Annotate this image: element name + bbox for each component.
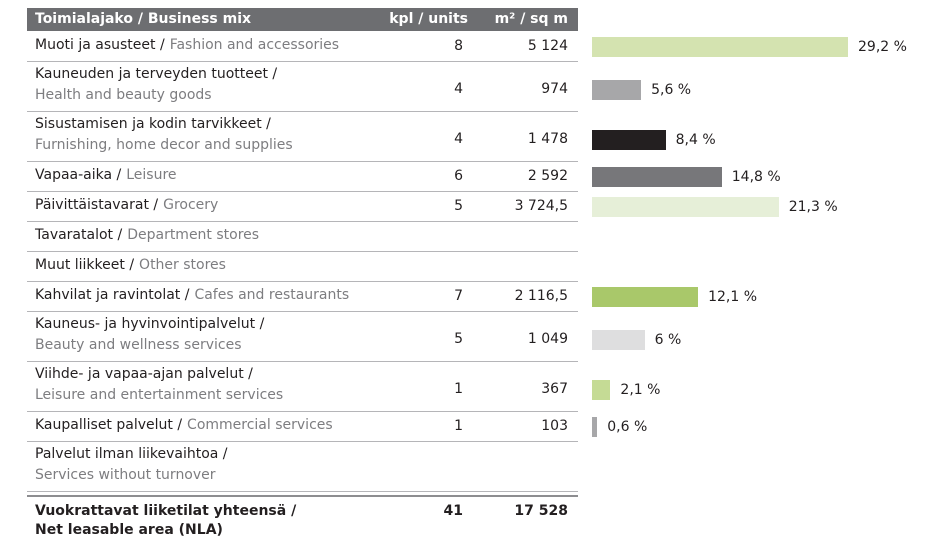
row-separator: [27, 411, 578, 412]
row-separator: [27, 361, 578, 362]
share-bar: [592, 167, 722, 187]
row-label-fi: Sisustamisen ja kodin tarvikkeet /: [35, 116, 271, 132]
area: 103: [541, 418, 568, 434]
area: 1 478: [527, 131, 568, 147]
row-separator: [27, 111, 578, 112]
row-label-en: Furnishing, home decor and supplies: [35, 137, 293, 153]
units: 4: [454, 81, 463, 97]
share-label: 29,2 %: [858, 39, 907, 55]
share-bar: [592, 197, 779, 217]
area: 2 116,5: [514, 288, 568, 304]
units: 4: [454, 131, 463, 147]
share-label: 0,6 %: [607, 419, 648, 435]
units: 5: [454, 331, 463, 347]
row-separator: [27, 251, 578, 252]
row-separator: [27, 311, 578, 312]
header-label: Toimialajako / Business mix: [35, 11, 252, 27]
row-separator: [27, 221, 578, 222]
share-label: 8,4 %: [675, 132, 716, 148]
row-separator: [27, 491, 578, 492]
header-units: kpl / units: [389, 11, 468, 27]
row-label-fi: Viihde- ja vapaa-ajan palvelut /: [35, 366, 253, 382]
share-bar: [592, 417, 598, 437]
share-label: 12,1 %: [708, 289, 758, 305]
row-separator: [27, 191, 578, 192]
row-label-fi: Tavaratalot /: [35, 227, 123, 243]
row-label-en: Leisure and entertainment services: [35, 387, 284, 403]
row-label-en: Cafes and restaurants: [194, 287, 350, 303]
row-label-fi: Muut liikkeet /: [35, 257, 135, 273]
units: 6: [454, 168, 463, 184]
row-label-en: Grocery: [163, 197, 219, 213]
area: 974: [541, 81, 568, 97]
row-separator: [27, 281, 578, 282]
total-label-en: Net leasable area (NLA): [35, 522, 223, 538]
units: 1: [454, 418, 463, 434]
total-separator: [27, 495, 578, 497]
row-label-en: Department stores: [127, 227, 260, 243]
total-area: 17 528: [514, 503, 568, 519]
share-bar: [592, 37, 848, 57]
share-bar: [592, 130, 666, 150]
row-label-en: Services without turnover: [35, 467, 216, 483]
area: 367: [541, 381, 568, 397]
row-separator: [27, 161, 578, 162]
row-label-fi: Kaupalliset palvelut /: [35, 417, 183, 433]
row-label-en: Other stores: [139, 257, 226, 273]
row-label-en: Health and beauty goods: [35, 87, 212, 103]
header-area: m² / sq m: [494, 11, 568, 27]
row-label-fi: Muoti ja asusteet /: [35, 37, 165, 53]
row-separator: [27, 61, 578, 62]
total-units: 41: [443, 503, 463, 519]
header-bar: [27, 8, 578, 31]
row-label-fi: Kahvilat ja ravintolat /: [35, 287, 190, 303]
row-label-fi: Kauneus- ja hyvinvointipalvelut /: [35, 316, 265, 332]
share-bar: [592, 80, 642, 100]
row-label-fi: Vapaa-aika /: [35, 167, 122, 183]
row-label-en: Beauty and wellness services: [35, 337, 242, 353]
row-label-fi: Kauneuden ja terveyden tuotteet /: [35, 66, 278, 82]
share-bar: [592, 380, 611, 400]
area: 5 124: [527, 38, 568, 54]
share-bar: [592, 330, 645, 350]
share-bar: [592, 287, 699, 307]
row-label-en: Commercial services: [187, 417, 333, 433]
area: 1 049: [527, 331, 568, 347]
row-label-fi: Palvelut ilman liikevaihtoa /: [35, 446, 228, 462]
share-label: 2,1 %: [620, 382, 661, 398]
units: 7: [454, 288, 463, 304]
units: 5: [454, 198, 463, 214]
units: 8: [454, 38, 463, 54]
area: 3 724,5: [514, 198, 568, 214]
total-label-fi: Vuokrattavat liiketilat yhteensä /: [35, 503, 297, 519]
area: 2 592: [527, 168, 568, 184]
share-label: 5,6 %: [651, 82, 692, 98]
row-separator: [27, 441, 578, 442]
share-label: 21,3 %: [788, 199, 838, 215]
row-label-fi: Päivittäistavarat /: [35, 197, 159, 213]
row-label-en: Leisure: [126, 167, 177, 183]
units: 1: [454, 381, 463, 397]
row-label-en: Fashion and accessories: [169, 37, 340, 53]
share-label: 6 %: [654, 332, 682, 348]
share-label: 14,8 %: [731, 169, 781, 185]
